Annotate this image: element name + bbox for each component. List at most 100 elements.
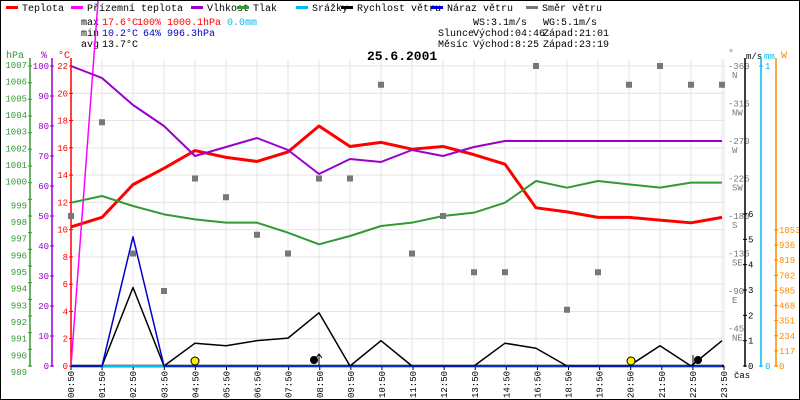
legend-swatch [191,5,203,9]
max-temp: 17.6°C [102,18,139,29]
x-tick-label: 02:50 [129,371,139,398]
x-tick-label: 08:50 [316,371,326,398]
temperature-tick-label: 22 [57,62,68,72]
x-tick-label: 13:50 [471,371,481,398]
wind-direction-point [502,269,508,276]
solar-tick-label: 819 [779,256,795,266]
x-tick-label: 05:50 [222,371,232,398]
wind-direction-point [378,81,384,88]
series-line-wind-speed [71,286,723,367]
avg-temp: 13.7°C [102,40,139,51]
wind-direction-point [192,175,198,182]
x-tick-label: 12:50 [440,371,450,398]
series-line-temperature [70,124,723,229]
pressure-tick-label: 994 [11,285,27,295]
avg-label: avg [81,40,100,51]
series-line-wind-speed [71,236,722,367]
humidity-tick-label: 20 [38,302,49,312]
wind-direction-point [533,63,539,69]
x-tick-label: 04:50 [191,371,201,398]
solar-tick-label: 702 [779,271,795,281]
sun-label: Slunce [438,29,475,40]
humidity-tick-label: 60 [38,182,49,192]
x-tick-label: 22:50 [689,371,699,398]
pressure-tick-label: 1003 [5,128,27,138]
pressure-tick-label: 1002 [5,144,27,154]
wind-direction-point [595,269,601,276]
wind-gust-max: WG:5.1m/s [543,18,598,29]
moonset: Západ:23:19 [543,40,610,51]
humidity-tick-label: 50 [38,212,49,222]
sun-marker-icon [626,356,636,366]
temperature-unit: °C [58,51,71,62]
pressure-unit: hPa [6,51,25,62]
wind-speed-tick-label: 5 [748,235,753,245]
max-label: max [81,18,100,29]
legend-label: Přízemní teplota [87,4,184,15]
temperature-tick-label: 14 [57,171,68,181]
series-line-humidity [70,65,722,175]
series-line-pressure [70,180,722,246]
legend-item: Rychlost větru [341,5,441,15]
wind-direction-point [68,213,74,219]
legend-item: Náraz větru [431,5,513,15]
wind-direction-point [99,119,105,126]
direction-tick-label: -270 [728,137,750,147]
direction-tick-label: -225 [728,175,750,185]
wind-speed-tick-label: 2 [748,311,753,321]
x-tick-label: 19:50 [596,371,606,398]
rain-tick-label: 0 [765,362,770,372]
moonrise: Východ:8:25 [473,40,540,51]
legend-swatch [6,5,18,9]
pressure-tick-label: 996 [11,251,27,261]
direction-tick-label: -360 [728,62,750,72]
temperature-tick-label: 6 [63,280,68,290]
solar-tick-label: 1053 [779,226,800,236]
solar-tick-label: 585 [779,286,795,296]
pressure-tick-label: 999 [11,201,27,211]
temperature-tick-label: 18 [57,117,68,127]
wind-direction-point [161,288,167,294]
wind-speed-max: WS:3.1m/s [473,18,528,29]
wind-direction-point [688,81,694,88]
direction-unit: ° [728,49,735,60]
x-tick-label: 23:50 [720,371,730,398]
humidity-tick-label: 80 [38,122,49,132]
min-label: min [81,29,100,40]
moon-marker-icon [694,356,702,364]
solar-tick-label: 351 [779,317,795,327]
x-tick-label: 21:50 [658,371,668,398]
wind-direction-point [316,175,322,182]
legend-swatch [237,5,249,9]
legend-item: Přízemní teplota [71,5,183,15]
humidity-tick-label: 40 [38,242,49,252]
pressure-tick-label: 1001 [5,161,27,171]
sunrise: Východ:04:46 [473,29,546,40]
pressure-tick-label: 1005 [5,94,27,104]
pressure-tick-label: 989 [11,368,27,378]
legend-swatch [526,5,538,9]
wind-speed-tick-label: 1 [748,337,753,347]
x-tick-label: 20:50 [627,371,637,398]
legend-swatch [71,5,83,9]
sunset: Západ:21:01 [543,29,610,40]
humidity-tick-label: 0 [44,362,49,372]
direction-tick-label: -315 [728,100,750,110]
wind-direction-point [719,81,725,88]
wind-direction-point [440,213,446,219]
direction-tick-label: -135 [728,250,750,260]
x-tick-label: 18:50 [565,371,575,398]
moonrise-arrow-icon [315,353,323,359]
legend-item: Směr větru [526,5,602,15]
solar-tick-label: 117 [779,347,795,357]
legend-label: Vlhkost [207,4,250,15]
x-tick-label: 14:50 [502,371,512,398]
legend-label: Náraz větru [447,4,514,15]
compass-label: N [732,71,737,81]
legend-item: Srážky [296,5,348,15]
compass-label: SE [732,259,743,269]
min-temp: 10.2°C [102,29,139,40]
compass-label: E [732,296,737,306]
compass-label: W [732,146,738,156]
